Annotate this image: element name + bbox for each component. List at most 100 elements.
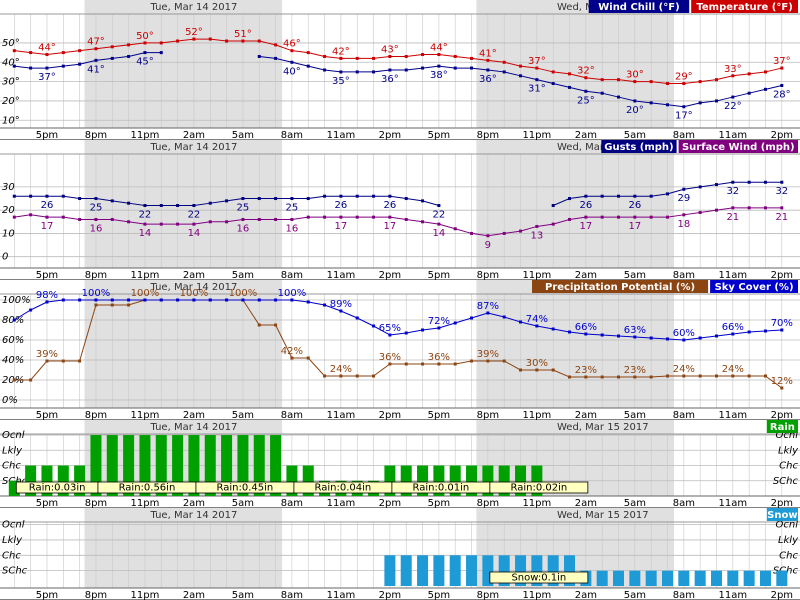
data-point — [12, 49, 16, 53]
data-point — [437, 326, 441, 330]
data-label: 25 — [286, 203, 299, 214]
data-label: 16 — [90, 223, 103, 234]
data-point — [731, 180, 735, 184]
x-tick-label: 2am — [183, 410, 205, 421]
data-label: 22° — [724, 101, 742, 112]
data-point — [584, 194, 588, 198]
data-point — [355, 316, 359, 320]
data-point — [666, 215, 669, 219]
data-point — [339, 56, 343, 60]
bar — [270, 435, 282, 496]
y-tick-label: Lkly — [778, 535, 799, 546]
x-tick-label: 8pm — [477, 498, 499, 509]
y-tick-label: 100% — [2, 295, 31, 306]
data-point — [551, 204, 555, 208]
data-point — [551, 222, 555, 226]
data-label: 30% — [526, 358, 548, 369]
data-point — [519, 368, 523, 372]
bar — [727, 570, 739, 586]
data-point — [290, 60, 294, 64]
data-label: 66% — [722, 322, 744, 333]
data-point — [290, 356, 294, 360]
x-tick-label: 11am — [327, 270, 356, 281]
data-point — [519, 64, 523, 68]
amount-box — [489, 481, 589, 494]
data-point — [763, 70, 767, 74]
data-point — [404, 68, 408, 72]
x-tick-label: 2am — [183, 270, 205, 281]
x-tick-label: 8am — [673, 498, 695, 509]
data-point — [388, 68, 392, 72]
data-label: 25 — [90, 203, 103, 214]
data-point — [306, 51, 310, 55]
night-shade — [84, 0, 283, 128]
data-point — [241, 217, 245, 221]
data-label: 14 — [188, 228, 201, 239]
x-tick-label: 11am — [719, 498, 748, 509]
y-tick-label: 10° — [2, 115, 20, 126]
data-point — [551, 70, 555, 74]
data-point — [143, 41, 147, 45]
data-point — [143, 51, 147, 55]
data-point — [453, 66, 457, 70]
data-label: 63% — [624, 325, 646, 336]
data-point — [470, 66, 474, 70]
data-point — [486, 311, 490, 315]
data-point — [502, 60, 506, 64]
x-tick-label: 5am — [232, 590, 254, 600]
data-point — [714, 183, 718, 187]
data-label: 14 — [433, 228, 446, 239]
x-tick-label: 11am — [719, 270, 748, 281]
data-point — [45, 53, 49, 57]
data-label: 17 — [579, 221, 592, 232]
data-label: 17 — [335, 221, 348, 232]
data-point — [404, 362, 408, 366]
bar — [776, 570, 788, 586]
data-point — [372, 56, 376, 60]
data-label: 29° — [675, 72, 693, 83]
bar — [482, 555, 494, 586]
data-point — [535, 324, 539, 328]
data-point — [421, 362, 425, 366]
data-point — [127, 298, 131, 302]
bar — [172, 435, 184, 496]
data-point — [600, 215, 604, 219]
data-point — [600, 375, 604, 379]
data-label: 29 — [677, 193, 690, 204]
y-tick-label: Lkly — [2, 535, 23, 546]
data-point — [323, 374, 327, 378]
data-point — [470, 359, 474, 363]
data-point — [682, 338, 686, 342]
bar — [564, 555, 576, 586]
data-label: 23% — [575, 365, 597, 376]
data-point — [551, 327, 555, 331]
data-point — [633, 99, 637, 103]
data-point — [159, 204, 163, 208]
x-tick-label: 11am — [327, 410, 356, 421]
y-tick-label: Ocnl — [776, 430, 799, 441]
night-shade — [84, 508, 283, 588]
data-point — [780, 206, 784, 210]
data-label: 20° — [626, 105, 644, 116]
x-tick-label: 2pm — [379, 410, 401, 421]
data-label: 87% — [477, 301, 499, 312]
data-label: 36% — [428, 352, 450, 363]
data-point — [388, 215, 392, 219]
series-line — [14, 299, 782, 341]
data-point — [159, 41, 163, 45]
data-point — [617, 78, 621, 82]
bar — [531, 465, 543, 496]
data-point — [45, 215, 49, 219]
data-point — [78, 62, 82, 66]
date-label: Tue, Mar 14 2017 — [150, 510, 238, 521]
data-point — [731, 206, 735, 210]
data-point — [763, 329, 767, 333]
x-tick-label: 11am — [719, 130, 748, 141]
x-tick-label: 5am — [232, 410, 254, 421]
x-tick-label: 11pm — [131, 498, 160, 509]
x-tick-label: 11pm — [522, 498, 551, 509]
legend-label: Snow — [767, 510, 797, 521]
data-point — [731, 74, 735, 78]
data-label: 28° — [773, 89, 791, 100]
